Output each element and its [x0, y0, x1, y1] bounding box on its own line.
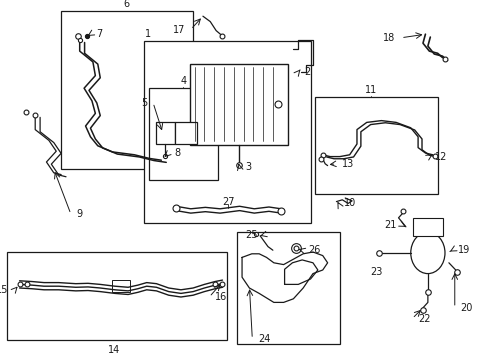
- Text: 27: 27: [222, 197, 234, 207]
- Text: 9: 9: [77, 209, 83, 219]
- Bar: [149, 88, 217, 180]
- Bar: [237, 232, 339, 344]
- Text: 11: 11: [364, 85, 376, 95]
- Bar: [189, 64, 287, 145]
- Bar: [155, 122, 175, 144]
- Bar: [112, 280, 129, 292]
- Bar: [175, 122, 197, 144]
- Text: 25: 25: [245, 230, 258, 240]
- Text: 7: 7: [96, 29, 102, 39]
- Bar: [7, 252, 227, 340]
- Text: 20: 20: [460, 303, 472, 313]
- Bar: [144, 41, 310, 223]
- Text: 19: 19: [457, 245, 469, 255]
- Text: 12: 12: [434, 152, 446, 162]
- Text: 17: 17: [172, 24, 184, 35]
- Text: 6: 6: [123, 0, 129, 9]
- Text: 2: 2: [304, 67, 310, 77]
- Text: 26: 26: [307, 245, 320, 255]
- Text: 18: 18: [382, 33, 394, 43]
- Bar: [412, 218, 442, 236]
- Text: 1: 1: [144, 29, 150, 39]
- Text: 10: 10: [344, 198, 356, 208]
- Bar: [315, 97, 437, 194]
- Text: 8: 8: [174, 148, 181, 158]
- Text: 16: 16: [215, 292, 227, 302]
- Text: 14: 14: [107, 345, 120, 355]
- Ellipse shape: [410, 232, 444, 274]
- Text: 24: 24: [258, 334, 270, 344]
- Text: 13: 13: [342, 159, 354, 169]
- Text: 21: 21: [384, 220, 396, 230]
- Text: 22: 22: [417, 314, 430, 324]
- Bar: [61, 11, 193, 169]
- Text: 23: 23: [369, 267, 382, 277]
- Text: 15: 15: [0, 285, 9, 295]
- Text: 3: 3: [245, 162, 251, 172]
- Text: 5: 5: [141, 98, 147, 108]
- Text: 4: 4: [180, 76, 186, 86]
